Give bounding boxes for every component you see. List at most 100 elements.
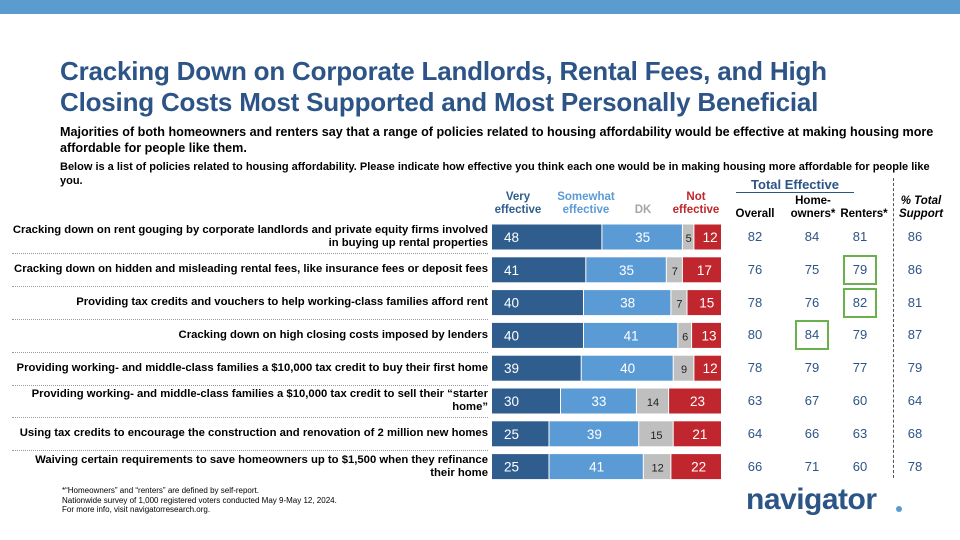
row-separator <box>12 319 488 320</box>
stat-renters: 81 <box>852 229 868 244</box>
bar-value-dk: 15 <box>650 430 662 442</box>
bar-value-not-effective: 13 <box>702 328 717 343</box>
bar-value-not-effective: 15 <box>699 296 714 311</box>
footnote-more-info: For more info, visit navigatorresearch.o… <box>62 505 211 515</box>
bar-very-effective <box>492 355 581 381</box>
bar-value-very-effective: 30 <box>504 394 519 409</box>
stat-homeowners: 75 <box>804 261 820 277</box>
total-effective-underline <box>736 192 854 193</box>
row-separator <box>12 417 488 419</box>
bar-value-not-effective: 21 <box>692 427 707 442</box>
header-renters: Renters* <box>840 208 888 220</box>
header-somewhat-effective: Somewhat effective <box>557 191 615 216</box>
bar-somewhat-effective <box>561 388 636 414</box>
bar-very-effective <box>492 322 583 348</box>
bar-value-very-effective: 48 <box>504 230 519 245</box>
stat-homeowners: 84 <box>804 229 820 244</box>
bar-value-dk: 7 <box>672 266 678 278</box>
bar-not-effective <box>671 454 721 480</box>
stat-homeowners: 67 <box>804 393 820 408</box>
bar-somewhat-effective <box>586 257 666 283</box>
stat-homeowners: 84 <box>804 327 820 343</box>
stat-renters: 63 <box>852 425 868 441</box>
stat-homeowners: 71 <box>804 458 820 474</box>
bar-value-somewhat-effective: 38 <box>620 296 635 311</box>
bar-value-dk: 12 <box>651 463 663 475</box>
stat-renters: 82 <box>852 294 868 310</box>
stat-renters: 60 <box>852 458 868 474</box>
row-separator <box>12 384 488 386</box>
bar-dk <box>643 454 671 480</box>
footnote-methodology: Nationwide survey of 1,000 registered vo… <box>62 495 337 505</box>
bar-value-very-effective: 39 <box>504 361 519 376</box>
stat-renters: 79 <box>852 261 868 277</box>
bar-somewhat-effective <box>549 454 643 480</box>
stat-pct-total-support: 86 <box>907 261 923 277</box>
bar-dk <box>639 421 673 447</box>
header-homeowners: Home-owners* <box>790 195 836 220</box>
header-not-effective: Not effective <box>672 191 720 216</box>
row-separator <box>12 351 488 353</box>
header-pct-total-support: % Total Support <box>898 195 944 220</box>
bar-not-effective <box>682 257 721 283</box>
bar-dk <box>673 355 694 381</box>
bar-very-effective <box>492 454 549 480</box>
row-label: Cracking down on rent gouging by corpora… <box>12 224 488 249</box>
row-label: Using tax credits to encourage the const… <box>19 427 488 440</box>
bar-value-somewhat-effective: 41 <box>589 460 604 475</box>
bar-value-not-effective: 12 <box>703 230 718 245</box>
page-title: Cracking Down on Corporate Landlords, Re… <box>60 56 827 117</box>
bar-somewhat-effective <box>602 224 682 250</box>
bar-value-somewhat-effective: 39 <box>587 427 602 442</box>
bar-value-not-effective: 22 <box>691 460 706 475</box>
top-accent-bar <box>0 0 960 14</box>
bar-not-effective <box>694 355 721 381</box>
bar-somewhat-effective <box>549 421 639 447</box>
bar-somewhat-effective <box>581 355 673 381</box>
stat-overall: 66 <box>747 458 763 474</box>
column-divider <box>893 178 894 478</box>
row-separator <box>12 450 488 452</box>
bar-value-somewhat-effective: 35 <box>635 230 650 245</box>
bar-not-effective <box>694 224 721 250</box>
stat-pct-total-support: 68 <box>907 425 923 441</box>
bar-not-effective <box>673 421 721 447</box>
bar-very-effective <box>492 421 549 447</box>
bar-value-dk: 6 <box>682 331 688 343</box>
bar-somewhat-effective <box>584 290 671 316</box>
bar-value-dk: 5 <box>686 233 692 245</box>
bar-dk <box>636 388 669 414</box>
stat-overall: 76 <box>747 261 763 277</box>
stat-pct-total-support: 78 <box>907 458 923 474</box>
bar-very-effective <box>492 257 586 283</box>
bar-value-somewhat-effective: 40 <box>620 361 635 376</box>
footnote-definition: *“Homeowners” and “renters” are defined … <box>62 486 259 495</box>
bar-not-effective <box>692 322 721 348</box>
bar-value-somewhat-effective: 35 <box>619 263 634 278</box>
highlight-box <box>795 320 829 351</box>
row-label: Providing tax credits and vouchers to he… <box>76 296 488 309</box>
bar-somewhat-effective <box>584 322 678 348</box>
stat-homeowners: 79 <box>804 360 820 376</box>
stat-pct-total-support: 79 <box>907 360 923 376</box>
bar-not-effective <box>669 388 721 414</box>
survey-question: Below is a list of policies related to h… <box>60 161 930 187</box>
bar-value-not-effective: 12 <box>703 361 718 376</box>
bar-value-somewhat-effective: 41 <box>624 328 639 343</box>
bar-value-very-effective: 25 <box>504 460 519 475</box>
stat-renters: 79 <box>852 327 868 343</box>
bar-dk <box>678 322 692 348</box>
bar-not-effective <box>687 290 721 316</box>
highlight-box <box>843 287 877 318</box>
row-label: Waiving certain requirements to save hom… <box>35 453 488 479</box>
stat-overall: 78 <box>747 294 763 310</box>
bar-very-effective <box>492 224 602 250</box>
row-label: Providing working- and middle-class fami… <box>31 388 488 413</box>
row-separator <box>12 253 488 255</box>
stat-pct-total-support: 81 <box>907 294 923 310</box>
stat-renters: 77 <box>852 360 868 376</box>
highlight-box <box>843 254 877 285</box>
header-overall: Overall <box>735 208 775 220</box>
page-subtitle: Majorities of both homeowners and renter… <box>60 125 934 155</box>
